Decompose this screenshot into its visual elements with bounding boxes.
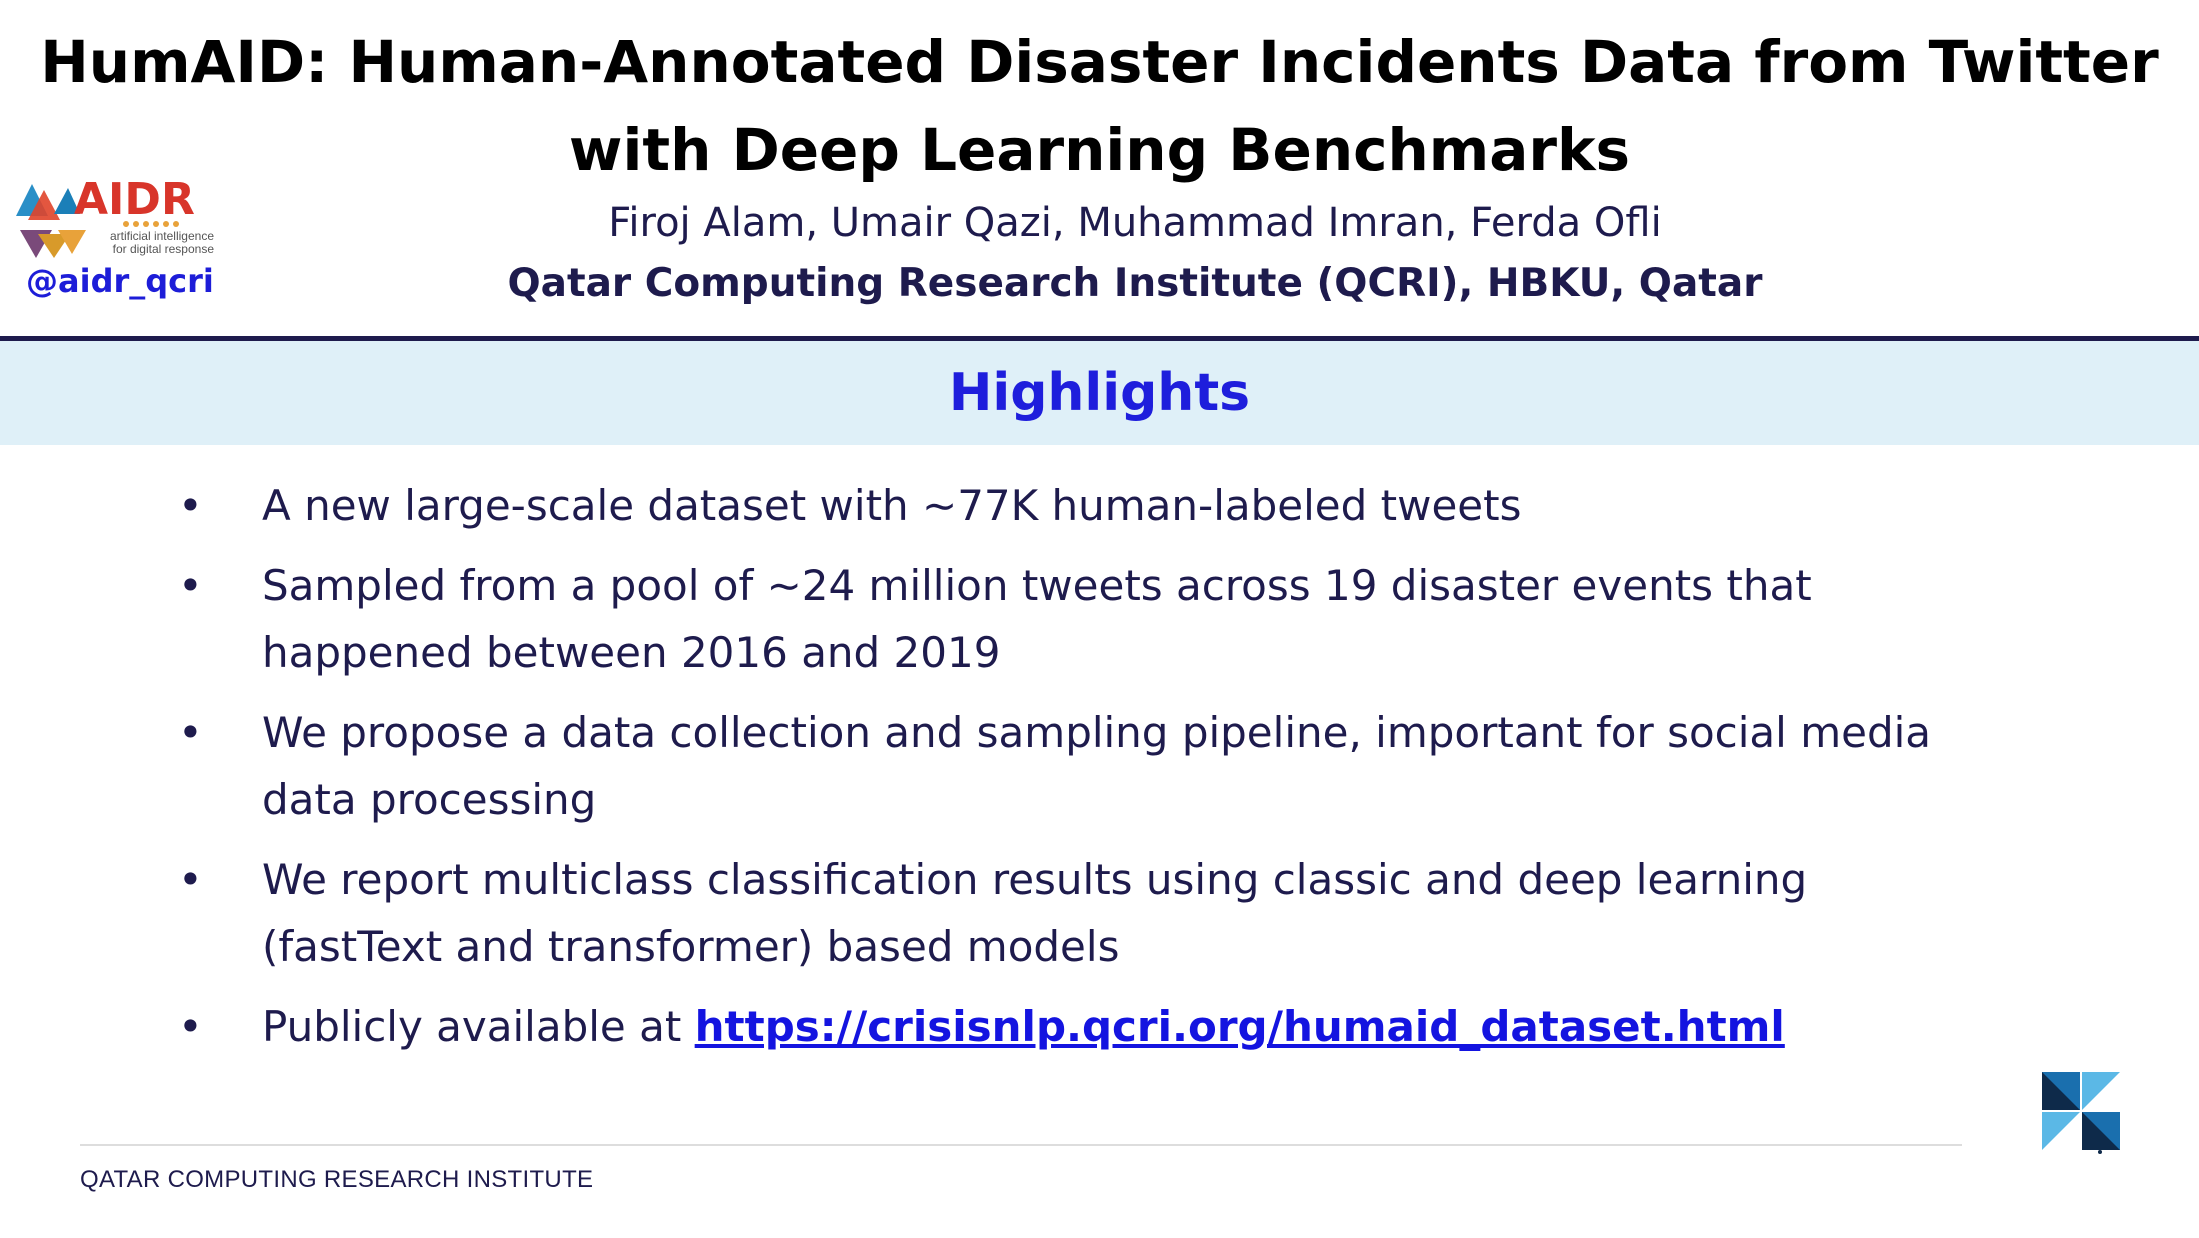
author-list: Firoj Alam, Umair Qazi, Muhammad Imran, …: [608, 200, 1662, 246]
twitter-handle: @aidr_qcri: [26, 262, 214, 300]
list-item: • We report multiclass classification re…: [0, 846, 1962, 980]
slide-title: HumAID: Human-Annotated Disaster Inciden…: [0, 18, 2199, 194]
affiliation: Qatar Computing Research Institute (QCRI…: [507, 261, 1763, 306]
dataset-link[interactable]: https://crisisnlp.qcri.org/humaid_datase…: [694, 1002, 1785, 1051]
bullet-text: We propose a data collection and samplin…: [262, 708, 1932, 824]
highlights-list: • A new large-scale dataset with ∼77K hu…: [0, 472, 2199, 1073]
svg-text:for digital response: for digital response: [113, 242, 215, 256]
list-item: • We propose a data collection and sampl…: [0, 699, 1962, 833]
bullet-marker: •: [178, 481, 203, 530]
bullet-text: A new large-scale dataset with ∼77K huma…: [262, 481, 1522, 530]
footer-divider: [80, 1144, 1962, 1146]
list-item: • A new large-scale dataset with ∼77K hu…: [0, 472, 1962, 539]
bullet-text: We report multiclass classification resu…: [262, 855, 1808, 971]
list-item: • Publicly available at https://crisisnl…: [0, 993, 1962, 1060]
title-line-1: HumAID: Human-Annotated Disaster Inciden…: [40, 28, 2159, 96]
svg-text:AIDR: AIDR: [74, 174, 195, 225]
bullet-marker: •: [178, 561, 203, 610]
svg-text:artificial intelligence: artificial intelligence: [110, 229, 214, 243]
bullet-marker: •: [178, 1002, 203, 1051]
qcri-logo-icon: [2042, 1072, 2120, 1154]
aidr-logo: AIDR artificial intelligence for digital…: [16, 174, 215, 258]
bullet-marker: •: [178, 708, 203, 757]
list-item: • Sampled from a pool of ∼24 million twe…: [0, 552, 1962, 686]
section-heading: Highlights: [948, 363, 1251, 423]
bullet-marker: •: [178, 855, 203, 904]
title-line-2: with Deep Learning Benchmarks: [568, 116, 1631, 184]
highlights-band: Highlights: [0, 341, 2199, 445]
footer-institute: QATAR COMPUTING RESEARCH INSTITUTE: [80, 1166, 594, 1193]
bullet-text: Sampled from a pool of ∼24 million tweet…: [262, 561, 1812, 677]
header-divider: [0, 336, 2199, 341]
bullet-text: Publicly available at: [262, 1002, 695, 1051]
